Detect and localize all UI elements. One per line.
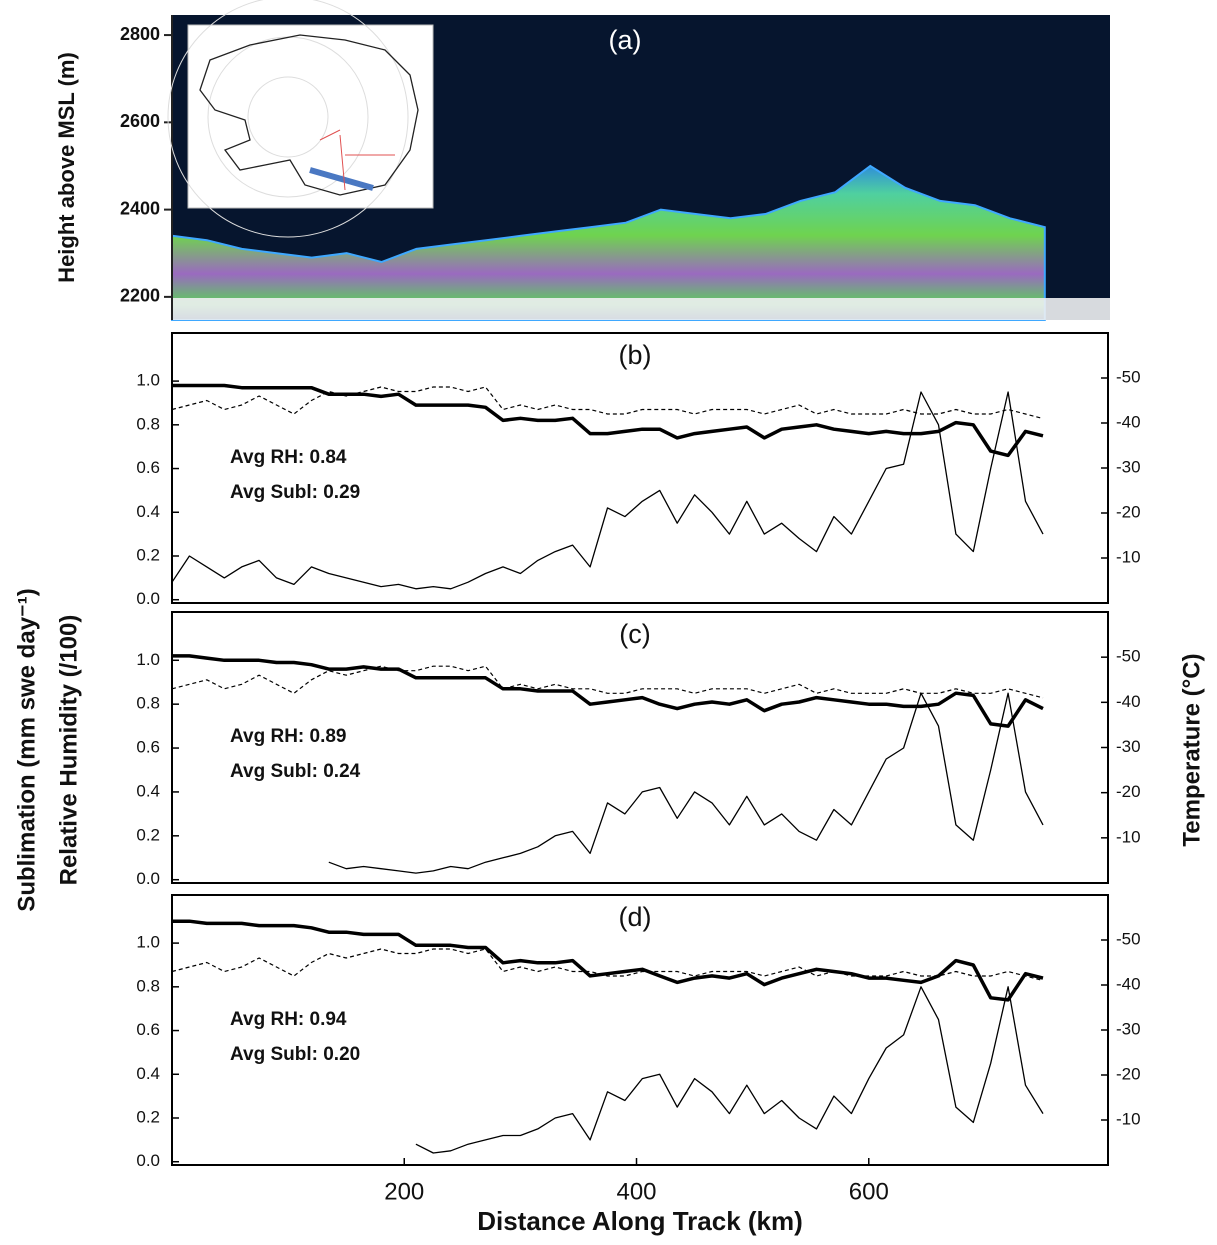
y2-tick-label: -50 <box>1116 647 1141 666</box>
graticule <box>247 76 329 158</box>
y-tick-label: 2800 <box>120 24 160 44</box>
y2-tick-label: -40 <box>1116 692 1141 711</box>
series-line <box>415 986 1044 1154</box>
y2-tick-label: -40 <box>1116 974 1141 993</box>
graticule <box>167 0 409 238</box>
annotation: Avg Subl: 0.29 <box>230 482 360 503</box>
y-axis-label: Sublimation (mm swe day⁻¹) <box>13 588 40 911</box>
annotation: Avg RH: 0.84 <box>230 447 347 468</box>
y-tick-label: 0.4 <box>136 781 160 800</box>
y-tick-label: 0.6 <box>136 1020 160 1039</box>
y2-tick-label: -30 <box>1116 457 1141 476</box>
panel-title: (a) <box>609 25 642 55</box>
series-line <box>171 391 1044 590</box>
x-tick-label: 400 <box>616 1178 656 1205</box>
y-tick-label: 0.0 <box>136 1151 160 1170</box>
series-line <box>328 692 1044 874</box>
inset-frame <box>187 24 434 209</box>
y-tick-label: 2200 <box>120 286 160 306</box>
y-tick-label: 2400 <box>120 198 160 218</box>
y-tick-label: 0.8 <box>136 976 160 995</box>
map-markings <box>319 129 395 191</box>
flight-track <box>309 167 374 191</box>
plot-frame <box>171 611 1109 884</box>
inset-map <box>167 0 434 238</box>
y-axis-label: Relative Humidity (/100) <box>55 615 82 886</box>
y2-tick-label: -50 <box>1116 929 1141 948</box>
series-line <box>172 654 1044 728</box>
y-tick-label: 0.8 <box>136 414 160 433</box>
y2-tick-label: -50 <box>1116 367 1141 386</box>
y2-tick-label: -40 <box>1116 412 1141 431</box>
y-tick-label: 1.0 <box>136 371 160 390</box>
y2-tick-label: -30 <box>1116 737 1141 756</box>
y-tick-label: 0.2 <box>136 545 160 564</box>
series-line <box>172 919 1044 1002</box>
y2-tick-label: -10 <box>1116 1109 1141 1128</box>
y2-tick-label: -20 <box>1116 502 1141 521</box>
panel-title: (c) <box>619 619 650 649</box>
y-tick-label: 0.8 <box>136 694 160 713</box>
panel-title: (d) <box>619 902 652 932</box>
y-tick-label: 1.0 <box>136 650 160 669</box>
y2-tick-label: -10 <box>1116 547 1141 566</box>
echo-layer <box>171 164 1046 321</box>
y2-tick-label: -10 <box>1116 827 1141 846</box>
y-tick-label: 0.0 <box>136 589 160 608</box>
y2-axis-label: Temperature (°C) <box>1178 653 1205 846</box>
continent-outline <box>199 34 419 196</box>
y-tick-label: 0.6 <box>136 458 160 477</box>
annotation: Avg Subl: 0.24 <box>230 761 361 782</box>
series-line <box>171 386 1044 420</box>
annotation: Avg Subl: 0.20 <box>230 1044 360 1065</box>
x-tick-label: 200 <box>384 1178 424 1205</box>
y-tick-label: 0.2 <box>136 1107 160 1126</box>
y-tick-label: 0.4 <box>136 502 160 521</box>
y2-tick-label: -30 <box>1116 1019 1141 1038</box>
y-tick-label: 0.6 <box>136 738 160 757</box>
x-axis-label: Distance Along Track (km) <box>477 1206 803 1236</box>
y-tick-label: 0.4 <box>136 1064 160 1083</box>
x-tick-label: 600 <box>849 1178 889 1205</box>
panel-title: (b) <box>619 340 652 370</box>
y2-tick-label: -20 <box>1116 1064 1141 1083</box>
series-line <box>172 383 1044 458</box>
series-line <box>171 665 1044 699</box>
surface-strip <box>172 298 1110 320</box>
annotation: Avg RH: 0.89 <box>230 726 347 747</box>
series-line <box>171 948 1044 982</box>
y-tick-label: 0.0 <box>136 869 160 888</box>
y2-tick-label: -20 <box>1116 782 1141 801</box>
y-tick-label: 0.2 <box>136 825 160 844</box>
y-tick-label: 2600 <box>120 111 160 131</box>
annotation: Avg RH: 0.94 <box>230 1009 347 1030</box>
y-axis-label: Height above MSL (m) <box>54 52 79 283</box>
y-tick-label: 1.0 <box>136 933 160 952</box>
